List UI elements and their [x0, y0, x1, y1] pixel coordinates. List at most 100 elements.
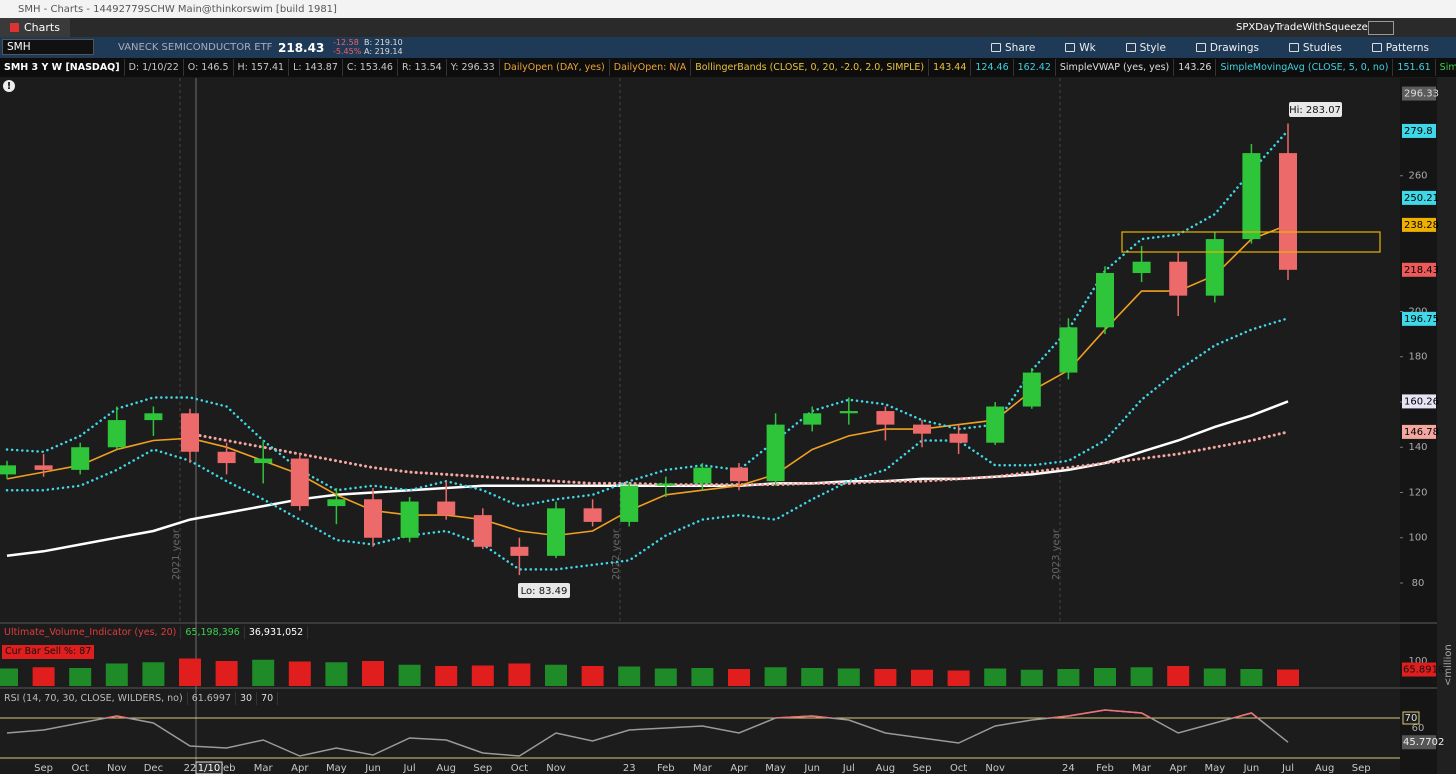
candle-body: [217, 451, 236, 464]
price-badge-label: 218.43: [1404, 265, 1439, 276]
x-tick-label: Mar: [1132, 763, 1152, 774]
button-icon: [1371, 43, 1382, 52]
volume-bar: [398, 664, 421, 686]
x-tick-label: Jun: [364, 763, 381, 774]
x-tick-label: Dec: [144, 763, 163, 774]
volume-bar: [0, 668, 18, 686]
x-tick-label: Feb: [657, 763, 675, 774]
volume-bar: [837, 668, 860, 686]
candle-body: [693, 467, 712, 484]
candle-body: [34, 465, 53, 470]
candle-body: [913, 424, 931, 434]
toolbar-button[interactable]: Style: [1120, 42, 1172, 54]
x-tick-label: Oct: [511, 763, 528, 774]
candle-body: [254, 458, 273, 464]
y-tick-label: 100: [1408, 656, 1427, 667]
study-item: SimpleMovingAvg (CLOSE, 5, 0, no): [1216, 59, 1394, 76]
window-title: SMH - Charts - 14492779SCHW Main@thinkor…: [18, 3, 337, 15]
price-badge: [1402, 311, 1436, 326]
info-icon[interactable]: [3, 80, 15, 92]
title-bar: SMH - Charts - 14492779SCHW Main@thinkor…: [0, 0, 1456, 18]
indicator-line: [5, 129, 1290, 508]
y-tick-label: 100: [1408, 533, 1427, 544]
tab[interactable]: Charts: [0, 18, 70, 37]
toolbar-button[interactable]: Wk: [1059, 42, 1101, 54]
candle-body: [583, 508, 602, 522]
candle-body: [986, 406, 1005, 443]
study-item: C: 153.46: [343, 59, 398, 76]
price-badge: [1402, 424, 1436, 439]
year-label: 2022 year: [611, 528, 622, 580]
x-tick-label: May: [1204, 763, 1225, 774]
drawn-zone: [1121, 231, 1381, 253]
volume-bar: [288, 661, 311, 686]
candle-body: [290, 458, 309, 507]
toolbar-buttons: Share Wk Style Drawings Studies Patterns: [985, 42, 1435, 54]
volume-bar: [1094, 668, 1116, 686]
unit-label: <million: [1443, 644, 1454, 686]
toolbar: SMH VANECK SEMICONDUCTOR ETF 218.43 -12.…: [0, 37, 1456, 58]
price-badge: [1402, 86, 1436, 101]
y-tick-label: 180: [1408, 352, 1427, 363]
rsi-badge-label: 45.7702: [1403, 737, 1444, 748]
volume-bar: [508, 663, 531, 686]
cursor-date: 1/10: [198, 763, 220, 774]
indicator-line: [5, 317, 1290, 571]
x-tick-label: Feb: [1096, 763, 1114, 774]
toolbar-button[interactable]: Studies: [1283, 42, 1348, 54]
candle-body: [803, 413, 822, 425]
candle-body: [107, 420, 126, 448]
x-tick-label: Oct: [72, 763, 89, 774]
volume-bar: [1277, 669, 1299, 686]
x-tick-label: Aug: [876, 763, 896, 774]
layout-box[interactable]: [1368, 21, 1394, 35]
volume-badge: [1402, 662, 1436, 677]
volume-bar: [69, 668, 92, 686]
study-item: D: 1/10/22: [125, 59, 184, 76]
candle-body: [730, 467, 748, 482]
candle-body: [437, 501, 456, 516]
rsi-header: RSI (14, 70, 30, CLOSE, WILDERS, no) 61.6…: [0, 692, 279, 705]
layout-name[interactable]: SPXDayTradeWithSqueeze: [1236, 22, 1368, 33]
volume-bar: [32, 667, 55, 686]
x-tick-label: Sep: [34, 763, 53, 774]
toolbar-button[interactable]: Share: [985, 42, 1041, 54]
price-badge-label: 160.26: [1404, 396, 1439, 407]
volume-bar: [179, 658, 201, 686]
study-item: 162.42: [1014, 59, 1056, 76]
x-tick-label: Apr: [291, 763, 309, 774]
price-badge-label: 146.78: [1404, 427, 1439, 438]
candle-body: [400, 501, 419, 538]
volume-bar: [362, 661, 384, 686]
candle-body: [473, 515, 492, 547]
price-badge-label: 238.28: [1404, 220, 1439, 231]
sell-alert: Cur Bar Sell %: 87: [2, 645, 95, 659]
lo-label: Lo: 83.49: [521, 586, 568, 597]
candle-body: [949, 433, 968, 443]
price-badge: [1402, 217, 1436, 232]
y-tick-label: 140: [1408, 442, 1427, 453]
toolbar-button[interactable]: Drawings: [1190, 42, 1265, 54]
button-label: Drawings: [1209, 41, 1259, 54]
year-label: 2021 year: [171, 528, 182, 580]
last-price: 218.43: [278, 40, 325, 55]
button-icon: [991, 43, 1001, 52]
price-badge: [1402, 190, 1436, 205]
toolbar-button[interactable]: Patterns: [1366, 42, 1435, 54]
study-item: SimpleMovingAvg ...: [1436, 59, 1456, 76]
study-item: 143.44: [929, 59, 972, 76]
study-item: R: 13.54: [398, 59, 447, 76]
study-item: H: 157.41: [234, 59, 290, 76]
study-item: DailyOpen (DAY, yes): [500, 59, 610, 76]
study-item: O: 146.5: [184, 59, 234, 76]
volume-bar: [947, 670, 970, 686]
candle-body: [144, 413, 163, 421]
tab-label: Charts: [24, 21, 60, 34]
candle-body: [547, 508, 565, 556]
button-icon: [1195, 43, 1206, 52]
symbol-input[interactable]: SMH: [2, 39, 94, 55]
volume-bar: [911, 669, 933, 686]
x-tick-label: Aug: [1315, 763, 1335, 774]
x-tick-label: Nov: [985, 763, 1005, 774]
